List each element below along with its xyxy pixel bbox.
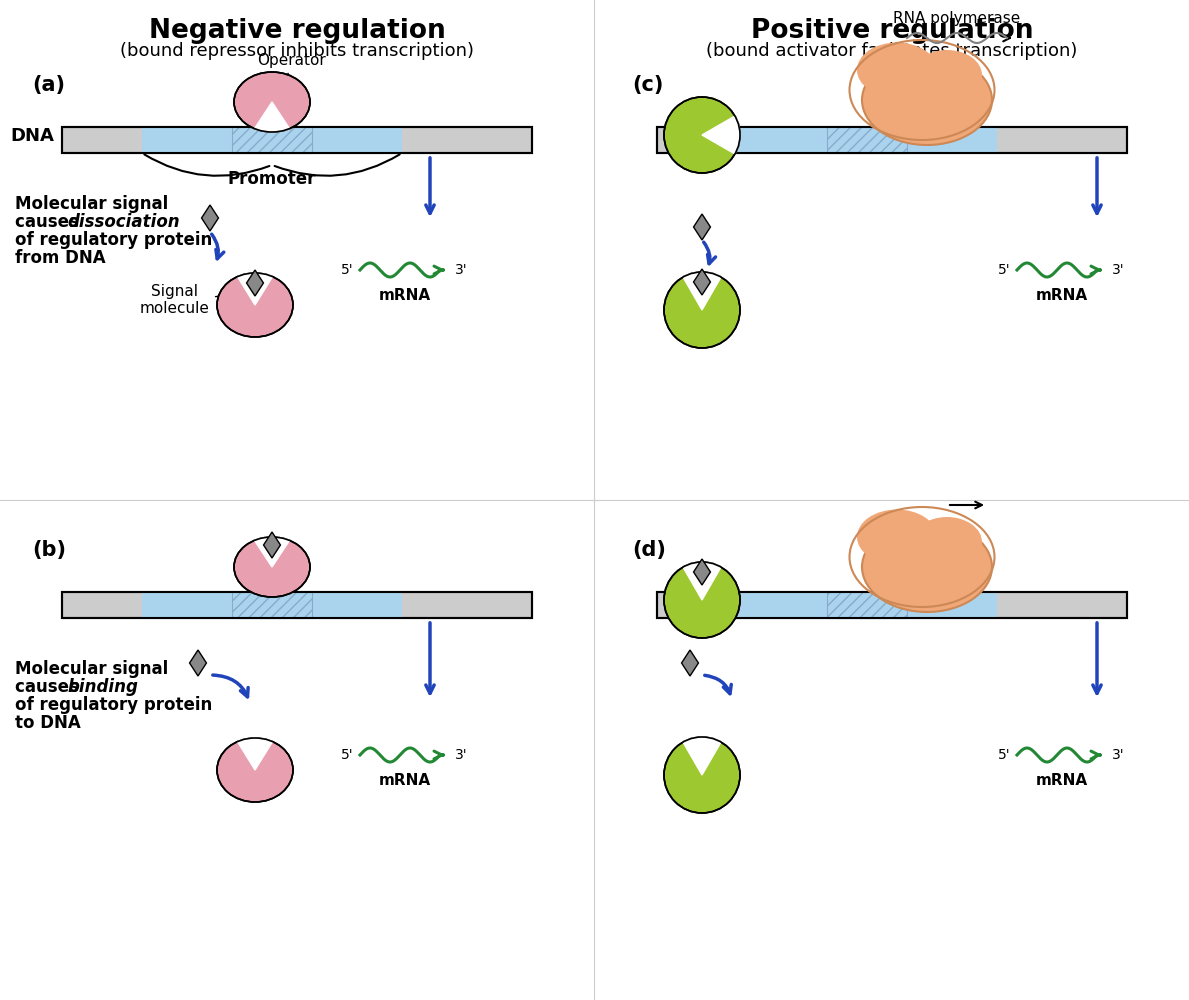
Text: Molecular signal: Molecular signal: [15, 660, 169, 678]
Text: dissociation: dissociation: [67, 213, 180, 231]
Bar: [312, 127, 402, 153]
Ellipse shape: [862, 522, 992, 612]
Ellipse shape: [912, 50, 982, 100]
Text: Promoter: Promoter: [228, 170, 316, 188]
Text: mRNA: mRNA: [379, 773, 432, 788]
Text: (a): (a): [32, 75, 65, 95]
Text: Signal
molecule: Signal molecule: [140, 284, 232, 316]
Bar: [828, 592, 907, 618]
Bar: [737, 127, 828, 153]
Bar: [232, 127, 312, 153]
Polygon shape: [238, 738, 272, 770]
Text: Positive regulation: Positive regulation: [750, 18, 1033, 44]
Polygon shape: [254, 537, 290, 567]
Ellipse shape: [218, 738, 292, 802]
Bar: [658, 127, 1127, 153]
Text: mRNA: mRNA: [379, 288, 432, 303]
Text: 3': 3': [455, 263, 467, 277]
Ellipse shape: [857, 42, 937, 98]
Ellipse shape: [218, 273, 292, 337]
Text: (bound activator facilitates transcription): (bound activator facilitates transcripti…: [706, 42, 1077, 60]
Text: 5': 5': [341, 748, 354, 762]
Text: (b): (b): [32, 540, 67, 560]
Polygon shape: [693, 269, 711, 295]
Ellipse shape: [912, 517, 982, 567]
Polygon shape: [264, 532, 281, 558]
Text: DNA: DNA: [11, 127, 54, 145]
Text: 3': 3': [1112, 263, 1125, 277]
Text: 5': 5': [341, 263, 354, 277]
Bar: [62, 592, 531, 618]
Text: 3': 3': [1112, 748, 1125, 762]
Polygon shape: [254, 102, 290, 132]
Polygon shape: [246, 270, 264, 296]
Polygon shape: [682, 737, 721, 775]
Polygon shape: [693, 559, 711, 585]
Bar: [141, 127, 232, 153]
Bar: [658, 592, 1127, 618]
Ellipse shape: [234, 537, 310, 597]
Bar: [62, 127, 531, 153]
Text: to DNA: to DNA: [15, 714, 81, 732]
Ellipse shape: [663, 272, 740, 348]
Polygon shape: [681, 650, 698, 676]
Bar: [62, 592, 531, 618]
Ellipse shape: [663, 97, 740, 173]
Ellipse shape: [857, 510, 937, 564]
Polygon shape: [702, 116, 740, 154]
Text: causes: causes: [15, 678, 84, 696]
Polygon shape: [238, 273, 272, 305]
Text: 3': 3': [455, 748, 467, 762]
Polygon shape: [682, 272, 721, 310]
Text: 5': 5': [999, 748, 1011, 762]
Ellipse shape: [234, 72, 310, 132]
Bar: [737, 592, 828, 618]
Text: from DNA: from DNA: [15, 249, 106, 267]
Text: (c): (c): [633, 75, 663, 95]
Text: binding: binding: [67, 678, 138, 696]
Text: mRNA: mRNA: [1036, 773, 1088, 788]
Text: RNA polymerase: RNA polymerase: [893, 11, 1020, 26]
Polygon shape: [202, 205, 219, 231]
Bar: [62, 127, 531, 153]
Text: mRNA: mRNA: [1036, 288, 1088, 303]
Text: Operator: Operator: [258, 53, 326, 124]
Text: 5': 5': [999, 263, 1011, 277]
Ellipse shape: [663, 737, 740, 813]
Ellipse shape: [663, 562, 740, 638]
Bar: [141, 592, 232, 618]
Text: Molecular signal: Molecular signal: [15, 195, 169, 213]
Bar: [907, 592, 998, 618]
Bar: [828, 127, 907, 153]
Bar: [907, 127, 998, 153]
Text: of regulatory protein: of regulatory protein: [15, 231, 213, 249]
Bar: [658, 592, 1127, 618]
Text: (bound repressor inhibits transcription): (bound repressor inhibits transcription): [120, 42, 474, 60]
Text: causes: causes: [15, 213, 84, 231]
Bar: [232, 592, 312, 618]
Bar: [312, 592, 402, 618]
Text: Negative regulation: Negative regulation: [149, 18, 446, 44]
Text: (d): (d): [633, 540, 666, 560]
Polygon shape: [693, 214, 711, 240]
Bar: [658, 127, 1127, 153]
Text: of regulatory protein: of regulatory protein: [15, 696, 213, 714]
Polygon shape: [682, 562, 721, 600]
Ellipse shape: [862, 55, 992, 145]
Polygon shape: [189, 650, 207, 676]
